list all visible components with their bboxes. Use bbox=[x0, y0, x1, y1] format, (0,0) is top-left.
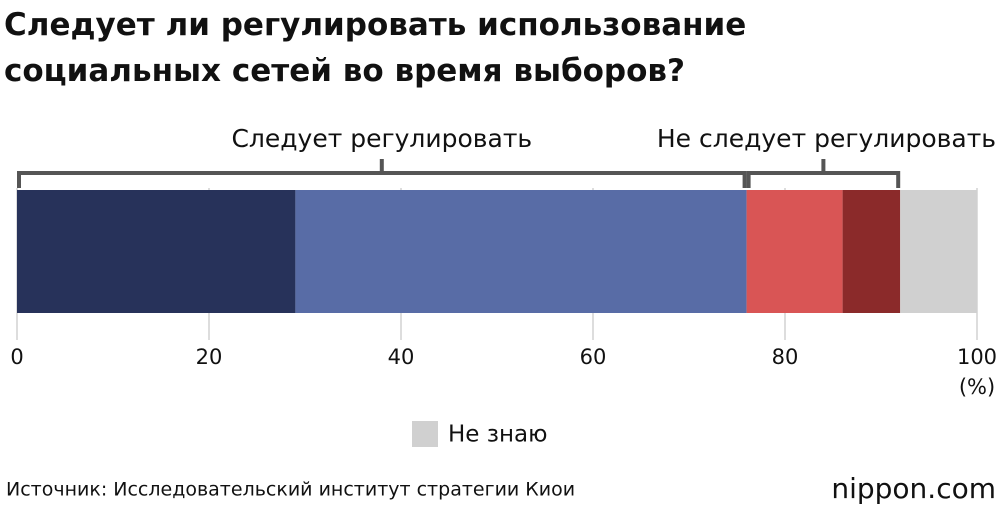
x-tick-label: 0 bbox=[10, 345, 23, 369]
bracket bbox=[17, 159, 747, 188]
source: Источник: Исследовательский институт стр… bbox=[6, 479, 575, 501]
x-unit: (%) bbox=[959, 375, 995, 399]
logo: nippon.com bbox=[831, 472, 996, 505]
bracket-label: Не следует регулировать bbox=[657, 124, 996, 153]
legend-label: Не знаю bbox=[448, 422, 547, 448]
x-tick-label: 40 bbox=[388, 345, 415, 369]
x-tick-label: 60 bbox=[580, 345, 607, 369]
legend-swatch bbox=[412, 421, 438, 447]
bracket-label: Следует регулировать bbox=[231, 124, 532, 153]
bar-segment bbox=[746, 190, 843, 313]
x-tick-label: 20 bbox=[196, 345, 223, 369]
x-tick-label: 100 bbox=[957, 345, 997, 369]
bar-segment bbox=[900, 190, 977, 313]
chart-title: Следует ли регулировать использование со… bbox=[4, 7, 747, 89]
bracket bbox=[746, 159, 901, 188]
x-tick-label: 80 bbox=[772, 345, 799, 369]
bar-segment bbox=[842, 190, 901, 313]
bar-segment bbox=[17, 190, 296, 313]
bar-segment bbox=[295, 190, 747, 313]
